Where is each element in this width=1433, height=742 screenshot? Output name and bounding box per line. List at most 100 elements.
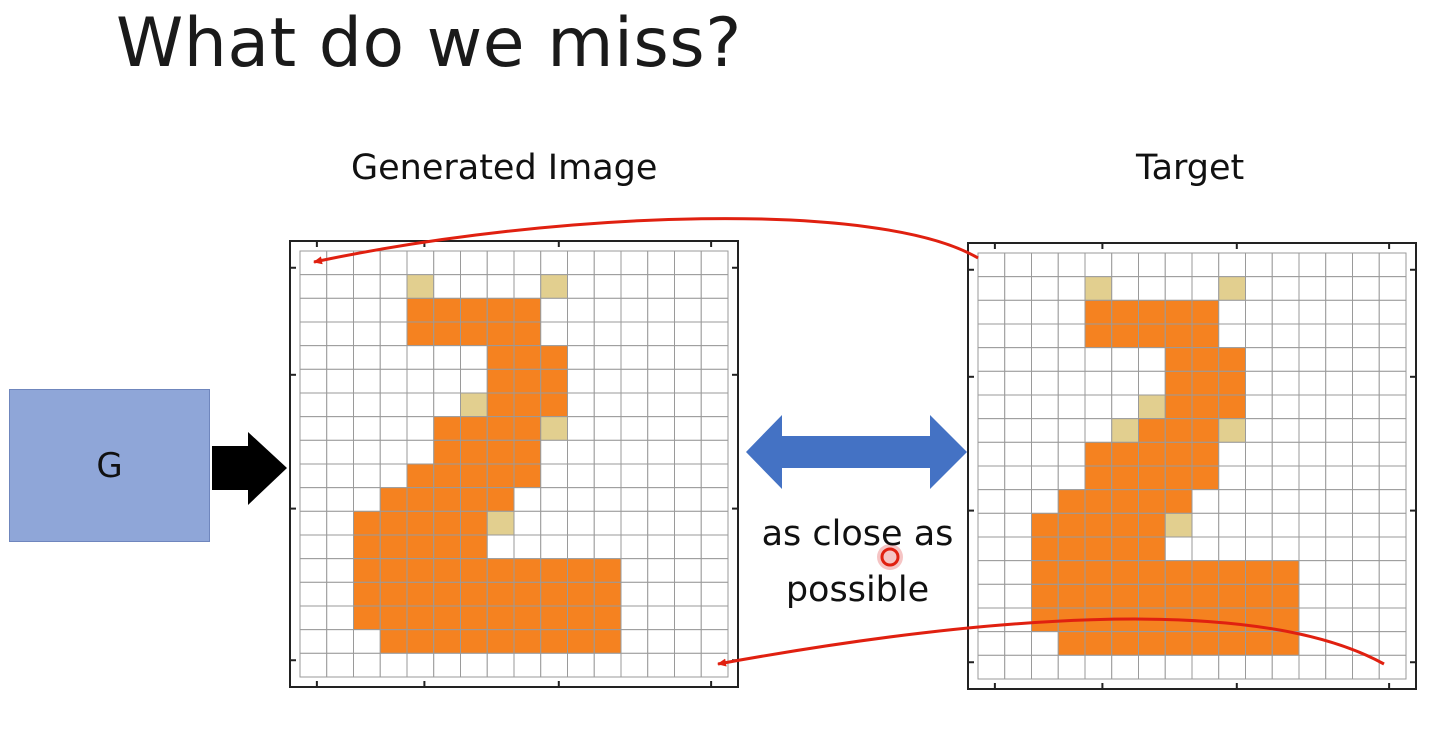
generated-pixel (433, 581, 461, 607)
target-pixel (1111, 276, 1139, 301)
generated-pixel (700, 558, 729, 583)
generated-pixel (486, 534, 515, 560)
generated-pixel (460, 297, 488, 323)
generated-pixel (460, 605, 488, 631)
generated-pixel (620, 250, 649, 276)
target-pixel (1298, 465, 1327, 491)
target-pixel (1245, 418, 1273, 443)
generated-pixel (620, 345, 649, 370)
target-pixel (1138, 489, 1166, 514)
generated-pixel (486, 510, 515, 536)
target-pixel (1031, 560, 1059, 585)
target-pixel (1084, 512, 1113, 538)
target-pixel (1298, 347, 1327, 372)
target-pixel (1271, 512, 1300, 538)
target-pixel (1164, 536, 1193, 562)
generated-pixel (647, 345, 675, 370)
generated-pixel (540, 534, 568, 560)
generated-pixel (567, 274, 595, 299)
target-pixel (1218, 654, 1246, 680)
target-pixel (1325, 465, 1353, 491)
target-pixel (1325, 347, 1353, 372)
target-pixel (1191, 441, 1220, 467)
generated-pixel (379, 368, 408, 394)
generated-pixel (700, 463, 729, 489)
generated-pixel (540, 558, 568, 583)
generated-pixel (486, 463, 515, 489)
target-pixel (1298, 560, 1327, 585)
generated-pixel (647, 534, 675, 560)
generated-pixel (647, 581, 675, 607)
generated-pixel (326, 629, 354, 654)
generated-pixel (326, 416, 354, 441)
generated-pixel (593, 629, 622, 654)
target-pixel (1191, 536, 1220, 562)
generated-pixel (433, 250, 461, 276)
generated-pixel (326, 368, 354, 394)
target-pixel (1378, 560, 1407, 585)
generated-pixel (299, 250, 328, 276)
generated-pixel (567, 558, 595, 583)
target-pixel (1138, 394, 1166, 420)
generated-pixel (700, 345, 729, 370)
generated-pixel (379, 416, 408, 441)
generated-pixel (647, 487, 675, 512)
generated-pixel (593, 368, 622, 394)
target-pixel (1218, 276, 1246, 301)
target-pixel (1084, 299, 1113, 325)
target-pixel (1271, 252, 1300, 278)
generated-pixel (620, 652, 649, 678)
generated-pixel (700, 652, 729, 678)
target-pixel (1004, 441, 1032, 467)
cursor-icon (877, 544, 903, 570)
generated-pixel (486, 297, 515, 323)
target-pixel (1164, 489, 1193, 514)
generated-pixel (326, 345, 354, 370)
target-pixel (1138, 512, 1166, 538)
target-pixel (1352, 394, 1380, 420)
target-pixel (1298, 441, 1327, 467)
generated-pixel (674, 345, 702, 370)
generated-pixel (540, 605, 568, 631)
generated-pixel (379, 605, 408, 631)
generated-pixel (326, 321, 354, 347)
target-pixel (1138, 299, 1166, 325)
target-pixel (1218, 465, 1246, 491)
generated-pixel (353, 439, 381, 465)
generated-pixel (406, 534, 435, 560)
generated-pixel (379, 510, 408, 536)
generated-pixel (513, 581, 542, 607)
generated-pixel (620, 368, 649, 394)
generated-pixel (674, 416, 702, 441)
target-pixel (1111, 560, 1139, 585)
target-pixel (1031, 607, 1059, 633)
target-pixel (1378, 299, 1407, 325)
generated-pixel (647, 321, 675, 347)
target-pixel (1191, 276, 1220, 301)
generated-pixel (647, 392, 675, 418)
target-pixel (1164, 631, 1193, 656)
target-pixel (1164, 252, 1193, 278)
target-pixel (1164, 418, 1193, 443)
generated-pixel (567, 250, 595, 276)
target-pixel (1218, 583, 1246, 609)
target-pixel (1218, 299, 1246, 325)
target-pixel (1325, 489, 1353, 514)
generated-pixel (567, 510, 595, 536)
generated-pixel (513, 534, 542, 560)
target-pixel (1031, 394, 1059, 420)
generated-pixel (460, 439, 488, 465)
target-pixel (1245, 370, 1273, 396)
generated-pixel (433, 605, 461, 631)
generated-pixel (379, 297, 408, 323)
generated-pixel (379, 463, 408, 489)
generated-pixel (353, 558, 381, 583)
generated-pixel (700, 629, 729, 654)
generated-pixel (593, 652, 622, 678)
generated-pixel (433, 487, 461, 512)
generated-pixel (567, 439, 595, 465)
generated-pixel (486, 274, 515, 299)
target-pixel (977, 583, 1006, 609)
target-pixel (1352, 512, 1380, 538)
generated-pixel (593, 250, 622, 276)
